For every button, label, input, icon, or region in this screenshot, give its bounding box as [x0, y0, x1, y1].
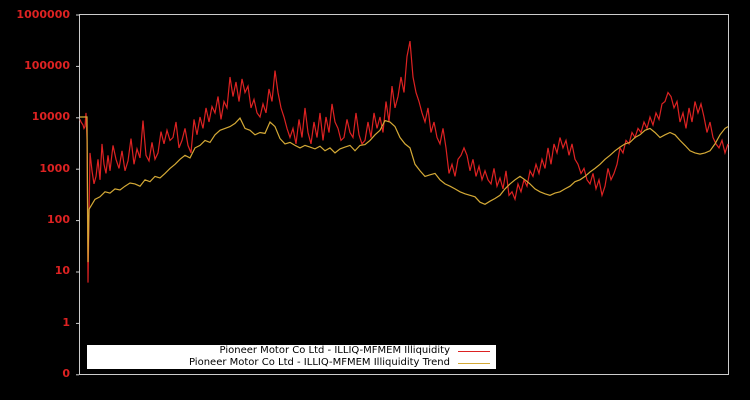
y-tick-label-0: 0 — [62, 367, 70, 380]
legend-entry-illiquidity-trend: Pioneer Motor Co Ltd - ILLIQ-MFMEM Illiq… — [189, 357, 496, 369]
y-tick-label-100: 100 — [47, 213, 70, 226]
y-tick-label-10: 10 — [54, 264, 70, 277]
legend-label-illiquidity: Pioneer Motor Co Ltd - ILLIQ-MFMEM Illiq… — [219, 345, 450, 356]
illiquidity-trend-line — [80, 116, 729, 263]
y-tick-label-100000: 100000 — [24, 59, 70, 72]
y-tick-label-10000: 10000 — [31, 110, 70, 123]
legend-swatch-red — [458, 350, 490, 352]
chart-legend: Pioneer Motor Co Ltd - ILLIQ-MFMEM Illiq… — [87, 345, 496, 369]
legend-entry-illiquidity: Pioneer Motor Co Ltd - ILLIQ-MFMEM Illiq… — [220, 345, 496, 357]
y-tick-label-1000: 1000 — [39, 162, 70, 175]
y-tick-label-1: 1 — [62, 316, 70, 329]
plot-area — [79, 14, 729, 375]
y-tick-label-1000000: 1000000 — [16, 8, 70, 21]
y-axis-ticks — [76, 14, 79, 376]
legend-swatch-gold — [458, 362, 490, 364]
legend-label-illiquidity-trend: Pioneer Motor Co Ltd - ILLIQ-MFMEM Illiq… — [189, 357, 450, 368]
illiquidity-series-line — [79, 40, 729, 283]
